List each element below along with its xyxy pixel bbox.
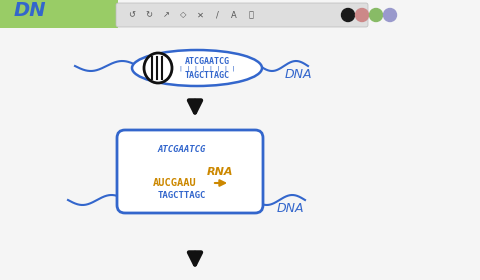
Text: ↗: ↗ xyxy=(163,10,169,20)
Text: A: A xyxy=(231,10,237,20)
Text: ◇: ◇ xyxy=(180,10,186,20)
Text: ⬜: ⬜ xyxy=(249,10,253,20)
Text: TAGCTTAGC: TAGCTTAGC xyxy=(184,71,229,80)
Text: | | | | | | | |: | | | | | | | | xyxy=(179,65,235,71)
FancyBboxPatch shape xyxy=(117,130,263,213)
Ellipse shape xyxy=(144,53,172,83)
Text: DNA: DNA xyxy=(284,69,312,81)
Text: ATCGAATCG: ATCGAATCG xyxy=(184,57,229,66)
Text: ✕: ✕ xyxy=(196,10,204,20)
Text: TAGCTTAGC: TAGCTTAGC xyxy=(158,192,206,200)
Text: ↺: ↺ xyxy=(129,10,135,20)
Circle shape xyxy=(356,8,369,22)
Circle shape xyxy=(370,8,383,22)
Circle shape xyxy=(384,8,396,22)
Text: RNA: RNA xyxy=(207,167,233,177)
Text: DNA: DNA xyxy=(276,202,304,214)
Text: DN: DN xyxy=(14,1,46,20)
Circle shape xyxy=(341,8,355,22)
Ellipse shape xyxy=(132,50,262,86)
FancyBboxPatch shape xyxy=(116,3,368,27)
Text: AUCGAAU: AUCGAAU xyxy=(153,178,197,188)
Text: /: / xyxy=(216,10,218,20)
Text: ↻: ↻ xyxy=(145,10,153,20)
Text: ATCGAATCG: ATCGAATCG xyxy=(158,144,206,153)
FancyBboxPatch shape xyxy=(0,0,118,28)
